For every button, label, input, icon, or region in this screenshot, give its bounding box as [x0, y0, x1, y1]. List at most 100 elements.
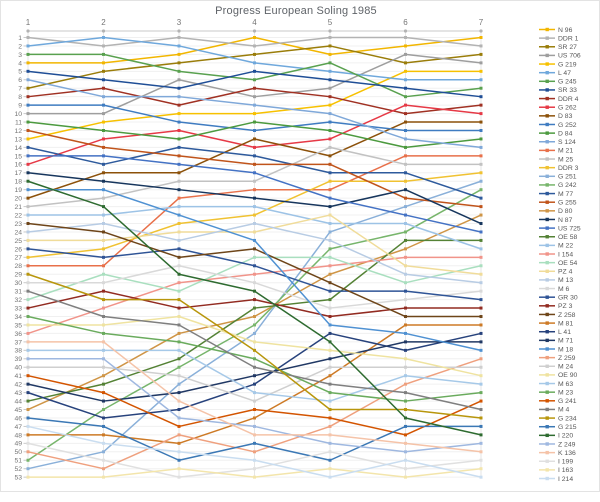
series-point-m-23: [328, 391, 332, 395]
y-tick-label: 17: [14, 170, 22, 177]
series-point-sr-27: [102, 69, 105, 73]
y-tick-label: 3: [18, 52, 22, 59]
series-point-ddr-1: [328, 36, 332, 39]
series-point-g-234: [253, 348, 256, 352]
series-point-m-22: [177, 205, 181, 209]
series-point-oe-58: [404, 238, 407, 242]
series-point-d-84: [404, 145, 407, 149]
series-point-oe-54: [253, 255, 256, 259]
legend-swatch-dot: [545, 165, 549, 170]
legend-item-m-21: M 21: [539, 148, 573, 155]
series-point-m-13: [253, 222, 256, 226]
series-point-m-24: [102, 365, 105, 369]
legend-item-g-252: G 252: [539, 122, 577, 129]
series-point-d-83: [102, 171, 105, 175]
series-point-m-13: [177, 238, 181, 242]
series-point-n-87: [328, 205, 332, 209]
series-point-g-255: [328, 162, 332, 166]
series-point-g-252: [479, 129, 483, 133]
legend-item-s-124: S 124: [539, 139, 576, 146]
legend-label: G 251: [558, 174, 577, 181]
series-point-g-234: [328, 408, 332, 412]
series-point-gr-30: [177, 247, 181, 251]
series-point-g-219: [177, 112, 181, 116]
y-tick-label: 51: [14, 458, 22, 465]
series-point-m-25: [479, 162, 483, 166]
series-point-d-84: [102, 129, 105, 133]
legend-label: G 215: [558, 424, 577, 431]
y-tick-label: 7: [18, 86, 22, 93]
x-tick-mark: [403, 29, 408, 33]
series-point-n-96: [26, 61, 30, 65]
series-point-m-23: [102, 331, 105, 335]
series-point-g-262: [102, 137, 105, 141]
series-point-z-258: [26, 222, 30, 226]
legend-swatch-dot: [545, 88, 549, 92]
legend-label: G 242: [558, 182, 577, 189]
series-point-g-245: [253, 78, 256, 82]
series-point-g-234: [404, 408, 407, 412]
series-point-g-255: [404, 196, 407, 200]
series-point-g-245: [404, 95, 407, 99]
series-point-m-4: [26, 289, 30, 293]
series-point-g-219: [404, 69, 407, 73]
series-point-n-96: [328, 52, 332, 56]
series-point-g-219: [102, 120, 105, 124]
series-point-l-47: [328, 69, 332, 73]
y-tick-label: 48: [14, 432, 22, 439]
legend-label: G 252: [558, 122, 577, 129]
series-point-sr-27: [479, 52, 483, 56]
legend-swatch-dot: [545, 286, 549, 291]
legend-label: G 245: [558, 79, 577, 86]
chart-title: Progress European Soling 1985: [215, 5, 377, 17]
series-point-g-255: [253, 162, 256, 166]
y-tick-label: 31: [14, 289, 22, 296]
series-point-oe-90: [404, 357, 407, 361]
series-point-m-22: [479, 247, 483, 251]
legend-label: DDR 3: [558, 165, 579, 172]
series-point-m-21: [177, 196, 181, 200]
series-point-g-219: [328, 103, 332, 107]
series-point-sr-27: [177, 61, 181, 65]
series-point-m-18: [102, 188, 105, 192]
legend-item-oe-58: OE 58: [539, 234, 577, 241]
series-point-l-47: [479, 78, 483, 82]
series-point-l-41: [404, 348, 407, 352]
legend-label: G 234: [558, 415, 577, 422]
y-axis: 1234567891011121314151617181920212223242…: [14, 35, 28, 482]
series-point-z-259: [479, 357, 483, 361]
y-tick-label: 1: [18, 35, 22, 42]
series-point-us-725: [253, 171, 256, 175]
series-point-g-215: [253, 441, 256, 445]
series-point-us-706: [328, 86, 332, 90]
series-point-m-23: [479, 391, 483, 395]
y-tick-label: 41: [14, 373, 22, 380]
series-point-ddr-3: [26, 255, 30, 259]
series-point-g-219: [26, 137, 30, 141]
y-tick-label: 2: [18, 43, 22, 50]
series-point-g-252: [404, 129, 407, 133]
series-point-l-47: [177, 44, 181, 48]
legend-swatch-dot: [545, 330, 549, 334]
legend-swatch-dot: [545, 425, 549, 429]
series-point-pz-3: [479, 306, 483, 310]
y-tick-label: 45: [14, 407, 22, 414]
series-point-d-83: [404, 120, 407, 124]
series-point-g-241: [253, 408, 256, 412]
series-point-m-13: [102, 222, 105, 226]
series-point-m-13: [26, 230, 30, 234]
series-point-n-96: [102, 61, 105, 65]
legend-label: I 214: [558, 476, 573, 483]
series-point-i-199: [328, 450, 332, 454]
series-point-m-21: [404, 154, 407, 158]
legend-label: M 13: [558, 277, 573, 284]
series-point-m-22: [404, 222, 407, 226]
series-point-m-77: [26, 145, 30, 149]
y-tick-label: 9: [18, 103, 22, 110]
series-point-ddr-3: [102, 247, 105, 251]
series-point-pz-3: [404, 306, 407, 310]
legend-item-pz-3: PZ 3: [539, 303, 573, 310]
series-point-l-41: [102, 416, 105, 420]
series-point-m-25: [26, 205, 30, 209]
series-point-g-255: [102, 145, 105, 149]
